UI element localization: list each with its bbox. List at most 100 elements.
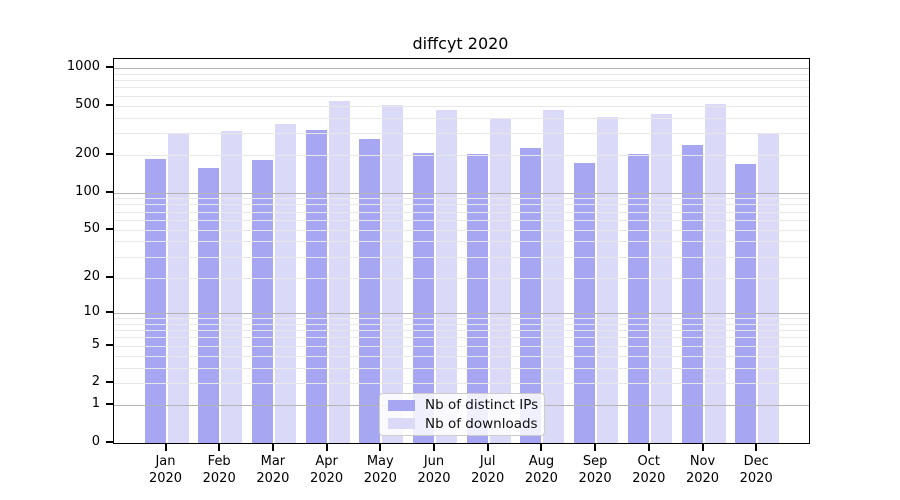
bar-downloads-nov <box>704 104 726 443</box>
x-tick-mar <box>271 444 274 451</box>
y-tick-1000 <box>106 65 113 68</box>
gridline-minor-900 <box>114 73 809 75</box>
gridline-minor-80 <box>114 204 809 206</box>
bar-ips-jun <box>413 152 434 443</box>
bar-downloads-dec <box>758 133 780 443</box>
y-tick-label-1000: 1000 <box>66 58 100 74</box>
bar-ips-nov <box>681 145 703 443</box>
plot-area <box>113 58 810 444</box>
gridline-minor-400 <box>114 117 809 119</box>
gridline-minor-8 <box>114 323 809 325</box>
legend-label-distinct-ips: Nb of distinct IPs <box>425 397 539 414</box>
gridline-minor-3 <box>114 367 809 369</box>
y-tick-2 <box>106 381 113 384</box>
y-tick-0 <box>106 441 113 443</box>
y-tick-20 <box>106 275 113 278</box>
gridline-major-1000 <box>114 67 809 69</box>
bar-downloads-feb <box>221 131 243 443</box>
x-tick-label-mar: Mar 2020 <box>256 454 290 486</box>
x-tick-label-dec: Dec 2020 <box>739 454 773 486</box>
y-tick-label-1: 1 <box>91 396 100 412</box>
y-tick-label-20: 20 <box>83 268 100 284</box>
x-tick-oct <box>647 444 650 451</box>
bar-ips-jul <box>466 153 488 443</box>
legend-item-downloads: Nb of downloads <box>388 415 538 434</box>
bar-ips-jan <box>144 159 166 443</box>
x-tick-aug <box>540 444 543 451</box>
y-tick-label-0: 0 <box>91 434 100 449</box>
bar-downloads-apr <box>328 100 350 443</box>
y-tick-200 <box>106 153 113 156</box>
y-tick-5 <box>106 343 113 346</box>
x-tick-label-aug: Aug 2020 <box>524 454 558 486</box>
y-tick-label-5: 5 <box>91 336 100 352</box>
x-tick-nov <box>701 444 704 451</box>
gridline-minor-5 <box>114 345 809 347</box>
x-tick-label-jan: Jan 2020 <box>148 454 183 486</box>
bar-downloads-mar <box>274 123 296 443</box>
x-tick-feb <box>218 444 221 451</box>
x-tick-label-jul: Jul 2020 <box>471 454 505 486</box>
gridline-major-10 <box>114 312 809 314</box>
gridline-minor-200 <box>114 155 809 157</box>
y-tick-100 <box>106 190 113 193</box>
gridline-minor-20 <box>114 277 809 279</box>
x-tick-dec <box>755 444 758 451</box>
legend-item-distinct-ips: Nb of distinct IPs <box>388 396 539 415</box>
x-tick-label-sep: Sep 2020 <box>578 454 612 486</box>
bar-ips-aug <box>520 147 542 443</box>
x-tick-jan <box>164 444 167 451</box>
gridline-minor-9 <box>114 318 809 319</box>
x-tick-label-apr: Apr 2020 <box>310 454 344 486</box>
bar-downloads-sep <box>597 116 619 443</box>
x-tick-may <box>379 444 382 451</box>
gridline-minor-300 <box>114 133 809 135</box>
y-tick-50 <box>106 227 113 230</box>
gridline-minor-30 <box>114 256 809 258</box>
y-tick-label-200: 200 <box>75 146 100 162</box>
y-tick-label-50: 50 <box>83 220 100 236</box>
gridline-minor-50 <box>114 229 809 231</box>
bar-ips-sep <box>574 163 596 443</box>
bar-ips-dec <box>735 163 757 443</box>
y-tick-label-500: 500 <box>75 96 100 112</box>
gridline-minor-2 <box>114 383 809 385</box>
gridline-minor-600 <box>114 95 809 97</box>
x-tick-jun <box>433 444 435 451</box>
x-tick-jul <box>486 444 489 451</box>
bar-downloads-aug <box>543 110 565 443</box>
gridline-minor-60 <box>114 219 809 221</box>
gridline-minor-40 <box>114 241 809 243</box>
legend: Nb of distinct IPs Nb of downloads <box>379 393 545 436</box>
x-tick-label-feb: Feb 2020 <box>202 454 236 486</box>
bar-ips-apr <box>305 130 327 443</box>
legend-swatch-downloads <box>388 418 415 430</box>
gridline-major-100 <box>114 192 809 194</box>
gridline-minor-6 <box>114 337 809 339</box>
gridline-minor-70 <box>114 211 809 213</box>
bar-ips-mar <box>251 159 273 443</box>
bar-ips-oct <box>627 154 649 443</box>
x-tick-label-jun: Jun 2020 <box>417 454 451 486</box>
gridline-minor-7 <box>114 330 809 332</box>
y-tick-1 <box>106 403 113 406</box>
y-tick-10 <box>106 310 113 313</box>
chart-title: diffcyt 2020 <box>412 34 509 53</box>
y-tick-label-2: 2 <box>91 374 100 390</box>
x-tick-apr <box>325 444 328 451</box>
x-tick-label-oct: Oct 2020 <box>632 454 666 486</box>
x-tick-label-may: May 2020 <box>363 454 397 486</box>
y-tick-label-100: 100 <box>75 183 100 199</box>
gridline-minor-500 <box>114 105 809 107</box>
bar-downloads-may <box>382 105 404 443</box>
bar-ips-feb <box>198 168 220 443</box>
bar-ips-may <box>359 138 381 443</box>
legend-label-downloads: Nb of downloads <box>425 415 538 432</box>
gridline-minor-90 <box>114 198 809 200</box>
y-tick-label-10: 10 <box>83 303 100 319</box>
bar-downloads-jan <box>167 134 189 443</box>
bar-downloads-jul <box>489 119 511 443</box>
legend-swatch-distinct-ips <box>388 399 415 411</box>
x-tick-label-nov: Nov 2020 <box>685 454 720 486</box>
